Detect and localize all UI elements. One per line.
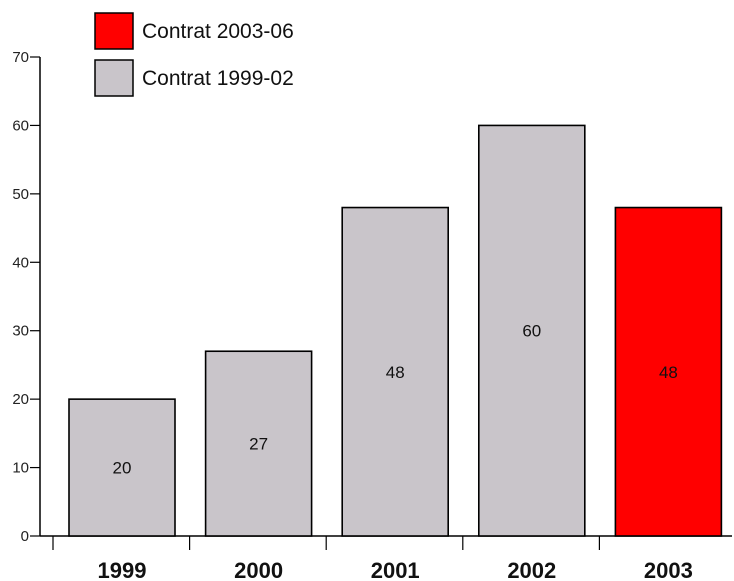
y-tick-label: 0 <box>21 528 29 545</box>
bar-2003 <box>614 206 723 537</box>
y-tick-label: 40 <box>12 254 29 271</box>
bar-2001 <box>341 206 450 537</box>
legend-label: Contrat 2003-06 <box>142 20 294 43</box>
bar-2002 <box>477 124 586 537</box>
x-tick-label: 2002 <box>507 558 556 581</box>
bar-value-label: 60 <box>522 322 541 341</box>
legend: Contrat 2003-06 Contrat 1999-02 <box>94 12 294 97</box>
y-axis: 0 10 20 30 40 50 60 70 <box>12 49 41 545</box>
x-tick-label: 2001 <box>371 558 420 581</box>
legend-item: Contrat 1999-02 <box>94 59 294 97</box>
bar-value-label: 20 <box>113 459 132 478</box>
legend-swatch <box>94 59 134 97</box>
bar-2000 <box>204 350 313 537</box>
x-tick-label: 1999 <box>98 558 147 581</box>
bar-value-label: 48 <box>659 363 678 382</box>
legend-swatch <box>94 12 134 50</box>
y-tick-label: 10 <box>12 460 29 477</box>
y-tick-label: 50 <box>12 186 29 203</box>
x-tick-label: 2003 <box>644 558 693 581</box>
x-axis: 1999 2000 2001 2002 2003 <box>40 535 732 581</box>
bar-value-label: 27 <box>249 435 268 454</box>
legend-label: Contrat 1999-02 <box>142 67 294 90</box>
y-tick-label: 70 <box>12 49 29 66</box>
bars: 20 27 48 60 48 <box>68 124 723 537</box>
y-tick-label: 20 <box>12 391 29 408</box>
x-tick-label: 2000 <box>234 558 283 581</box>
bar-value-label: 48 <box>386 363 405 382</box>
y-tick-label: 60 <box>12 117 29 134</box>
y-tick-label: 30 <box>12 323 29 340</box>
legend-item: Contrat 2003-06 <box>94 12 294 50</box>
bar-1999 <box>68 398 176 537</box>
